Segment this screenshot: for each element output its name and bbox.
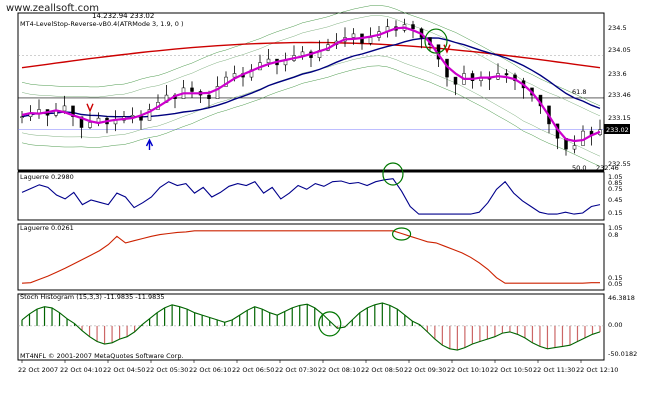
highlight-circle [391, 227, 412, 241]
candle-body [20, 116, 24, 118]
candle-body [411, 24, 415, 30]
lag2-tick-3: 0.15 [608, 274, 622, 282]
bollinger-outer-upper [21, 5, 601, 107]
lag1-tick-5: 0.15 [608, 209, 622, 217]
candle-body [88, 122, 92, 128]
candle-body [232, 73, 237, 78]
stoch-tick-1: 46.3818 [608, 294, 635, 302]
bollinger-outer-lower [21, 65, 601, 167]
sell-arrow-icon [86, 103, 94, 113]
lag2-tick-1: 1.05 [608, 224, 622, 232]
time-label-3: 22 Oct 04:50 [103, 366, 145, 374]
fib-price: 233.46 [608, 91, 631, 99]
candle-body [190, 87, 194, 92]
time-label-4: 22 Oct 05:30 [146, 366, 188, 374]
candle-body [504, 73, 509, 76]
time-label-12: 22 Oct 10:50 [490, 366, 532, 374]
candle-body [351, 33, 356, 38]
highlight-circle [424, 28, 448, 54]
panel-lag2 [17, 223, 605, 291]
time-label-6: 22 Oct 06:50 [232, 366, 274, 374]
price-header: 14.232.94 233.02 [92, 12, 154, 20]
fib-low-price: 232.46 [596, 164, 619, 172]
copyright: MT4NFL © 2001-2007 MetaQuotes Software C… [20, 352, 184, 360]
candle-body [71, 105, 75, 117]
price-tick-2: 234.05 [608, 46, 631, 54]
time-label-13: 22 Oct 11:30 [533, 366, 575, 374]
candle-body [266, 58, 271, 63]
time-label-9: 22 Oct 08:50 [361, 366, 403, 374]
time-label-10: 22 Oct 09:30 [404, 366, 446, 374]
candle-body [147, 109, 152, 121]
price-tick-3: 233.6 [608, 70, 627, 78]
panel-lag1 [17, 171, 605, 221]
fib-low: 50.0 [572, 164, 586, 172]
lag1-tick-4: 0.45 [608, 196, 622, 204]
time-label-5: 22 Oct 06:10 [189, 366, 231, 374]
price-tick-4: 233.15 [608, 114, 631, 122]
panel-stoch [17, 293, 605, 361]
lag1-tick-3: 0.75 [608, 185, 622, 193]
stoch-tick-3: -50.0182 [608, 350, 637, 358]
candle-body [62, 105, 67, 112]
stoch-tick-2: 0.00 [608, 321, 622, 329]
candle-body [470, 73, 475, 81]
time-label-8: 22 Oct 08:10 [318, 366, 360, 374]
laguerre1-line [21, 178, 601, 215]
candle-body [215, 86, 220, 99]
laguerre2-line [21, 230, 600, 284]
watermark: www.zeallsoft.com [6, 3, 100, 14]
candle-body [453, 76, 458, 85]
bollinger-lower [21, 55, 601, 157]
time-label-14: 22 Oct 12:10 [576, 366, 618, 374]
ma-red-line [21, 41, 601, 69]
lag1-tick-2: 0.85 [608, 179, 622, 187]
lag2-tick-4: 0.05 [608, 280, 622, 288]
level-stop-line [21, 26, 601, 143]
price-indicator-label: MT4-LevelStop-Reverse-vB0.4(ATRMode 3, 1… [20, 20, 184, 28]
ma-blue-line [21, 37, 601, 118]
time-label-2: 22 Oct 04:10 [60, 366, 102, 374]
stoch-line [21, 302, 601, 351]
candle-body [130, 115, 135, 117]
current-price: 233.02 [606, 126, 629, 134]
time-label-1: 22 Oct 2007 [18, 366, 58, 374]
panel-price [17, 12, 605, 171]
lag1-tick-1: 1.05 [608, 173, 622, 181]
candle-body [368, 37, 373, 44]
candle-body [207, 94, 211, 99]
lag2-tick-2: 0.8 [608, 231, 618, 239]
fib-level: 61.8 [572, 88, 586, 96]
highlight-circle [318, 311, 342, 337]
bollinger-upper [21, 15, 601, 117]
stoch-label: Stoch Histogram (15,3,3) -11.9835 -11.98… [20, 293, 165, 301]
laguerre1-label: Laguerre 0.2980 [20, 173, 74, 181]
candle-body [79, 116, 84, 128]
price-tick-1: 234.5 [608, 24, 627, 32]
buy-arrow-icon [145, 138, 154, 150]
time-label-11: 22 Oct 10:10 [447, 366, 489, 374]
highlight-circle [382, 162, 404, 186]
laguerre2-label: Laguerre 0.0261 [20, 224, 74, 232]
price-tick-5: 232.55 [608, 160, 631, 168]
current-price-box [604, 124, 630, 134]
candle-body [572, 145, 577, 150]
time-label-7: 22 Oct 07:30 [275, 366, 317, 374]
